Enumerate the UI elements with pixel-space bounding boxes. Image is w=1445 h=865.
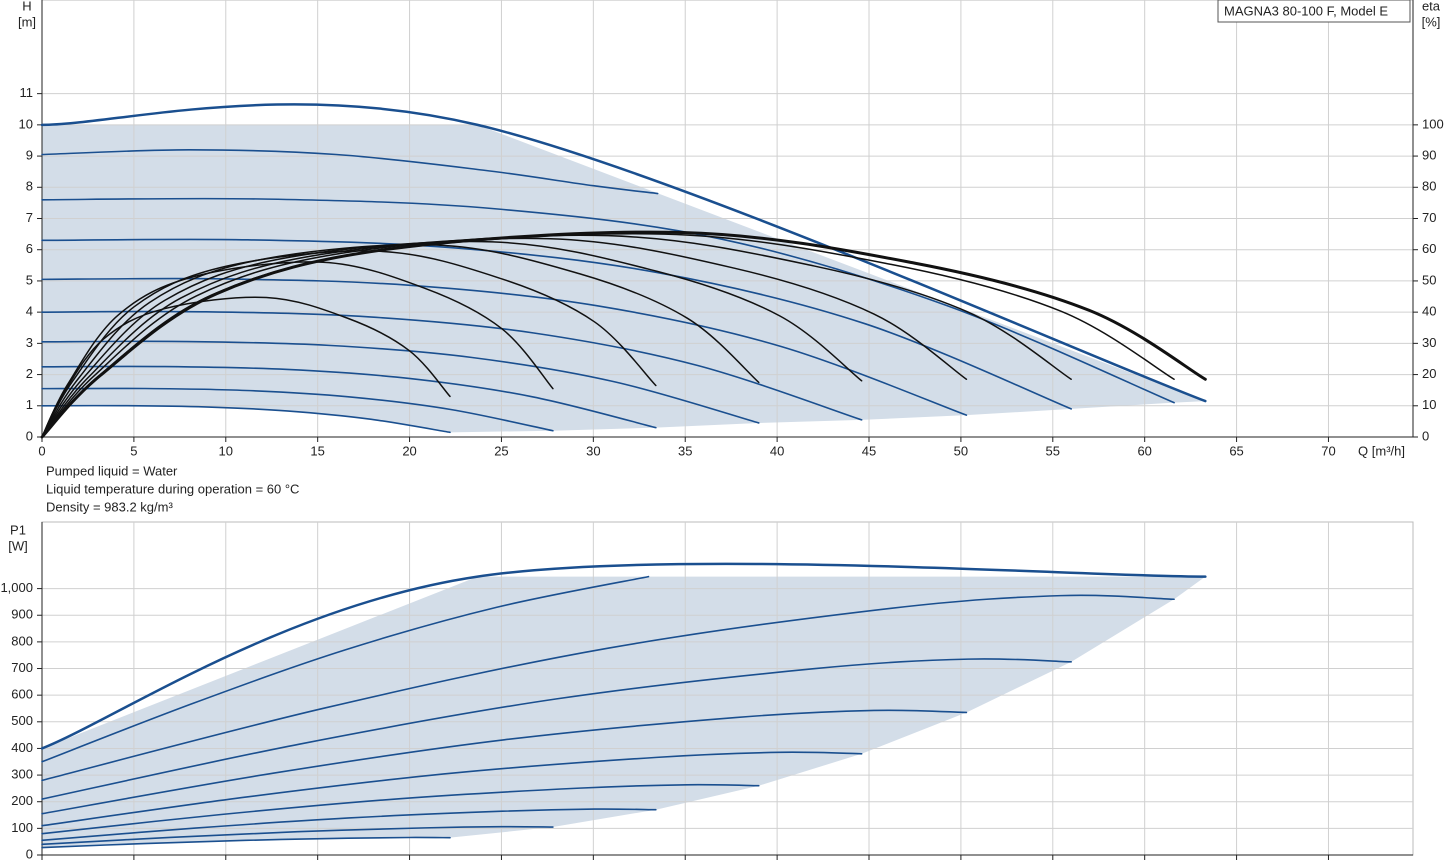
y-tick-label: 9: [26, 148, 33, 163]
curve: [41, 709, 968, 815]
y-tick-label: 6: [26, 241, 33, 256]
title-box: [1217, 0, 1411, 23]
curve: [41, 310, 863, 421]
operating-area: [42, 576, 1206, 848]
y2-tick-label: 0: [1422, 428, 1429, 443]
y-axis-label: P1: [10, 522, 26, 537]
y2-tick-label: 70: [1422, 210, 1436, 225]
curve: [41, 296, 451, 438]
x-tick-label: 45: [862, 443, 876, 458]
curve: [41, 808, 657, 842]
y-axis-unit: [W]: [8, 538, 28, 553]
y-tick-label: 0: [26, 846, 33, 860]
y-tick-label: 8: [26, 179, 33, 194]
curve: [41, 365, 657, 429]
x-tick-label: 30: [586, 443, 600, 458]
curve: [41, 277, 968, 416]
curve: [41, 658, 1072, 800]
y2-tick-label: 80: [1422, 179, 1436, 194]
x-tick-label: 15: [310, 443, 324, 458]
y-tick-label: 0: [26, 428, 33, 443]
y-tick-label: 11: [20, 85, 34, 100]
curve: [41, 825, 554, 846]
y2-tick-label: 40: [1422, 304, 1436, 319]
y-tick-label: 1,000: [0, 580, 33, 595]
y-tick-label: 700: [11, 660, 33, 675]
x-tick-label: 70: [1321, 443, 1335, 458]
annotation: Liquid temperature during operation = 60…: [46, 481, 299, 496]
curve: [41, 404, 451, 434]
x-tick-label: 55: [1046, 443, 1060, 458]
annotation: Pumped liquid = Water: [46, 463, 178, 478]
y-tick-label: 10: [19, 116, 33, 131]
y-tick-label: 800: [11, 633, 33, 648]
y-tick-label: 4: [26, 304, 33, 319]
y-tick-label: 600: [11, 687, 33, 702]
y-tick-label: 100: [11, 820, 33, 835]
x-tick-label: 0: [38, 443, 45, 458]
y2-tick-label: 60: [1422, 241, 1436, 256]
y-tick-label: 500: [11, 713, 33, 728]
y2-axis-label: eta: [1422, 0, 1441, 13]
y-tick-label: 1: [26, 397, 33, 412]
curve: [41, 836, 451, 849]
y-axis-unit: [m]: [18, 14, 36, 29]
y-tick-label: 300: [11, 767, 33, 782]
y-tick-label: 5: [26, 272, 33, 287]
curve: [41, 340, 760, 424]
curve: [41, 783, 760, 835]
chart-title: MAGNA3 80-100 F, Model E: [1224, 3, 1388, 18]
x-tick-label: 5: [130, 443, 137, 458]
y-tick-label: 400: [11, 740, 33, 755]
y2-tick-label: 100: [1422, 116, 1444, 131]
annotation: Density = 983.2 kg/m³: [46, 499, 173, 514]
y2-axis-unit: [%]: [1422, 14, 1441, 29]
x-axis-label: Q [m³/h]: [1358, 443, 1405, 458]
y-tick-label: 2: [26, 366, 33, 381]
curve: [41, 594, 1175, 782]
operating-area: [42, 124, 1206, 433]
curve: [40, 230, 1207, 439]
curve: [41, 238, 1072, 410]
y-tick-label: 7: [26, 210, 33, 225]
y2-tick-label: 20: [1422, 366, 1436, 381]
curve: [41, 751, 863, 827]
curve: [41, 149, 659, 195]
curve: [41, 575, 650, 763]
y-tick-label: 3: [26, 335, 33, 350]
x-tick-label: 60: [1137, 443, 1151, 458]
curve: [40, 562, 1207, 750]
x-tick-label: 50: [954, 443, 968, 458]
x-tick-label: 25: [494, 443, 508, 458]
x-tick-label: 40: [770, 443, 784, 458]
x-tick-label: 20: [402, 443, 416, 458]
y-tick-label: 200: [11, 793, 33, 808]
y-axis-label: H: [22, 0, 31, 13]
y2-tick-label: 50: [1422, 272, 1436, 287]
y2-tick-label: 90: [1422, 148, 1436, 163]
x-tick-label: 35: [678, 443, 692, 458]
y-tick-label: 900: [11, 607, 33, 622]
y2-tick-label: 30: [1422, 335, 1436, 350]
curve: [40, 103, 1207, 403]
x-tick-label: 65: [1229, 443, 1243, 458]
x-tick-label: 10: [219, 443, 233, 458]
y2-tick-label: 10: [1422, 397, 1436, 412]
curve: [41, 387, 554, 432]
